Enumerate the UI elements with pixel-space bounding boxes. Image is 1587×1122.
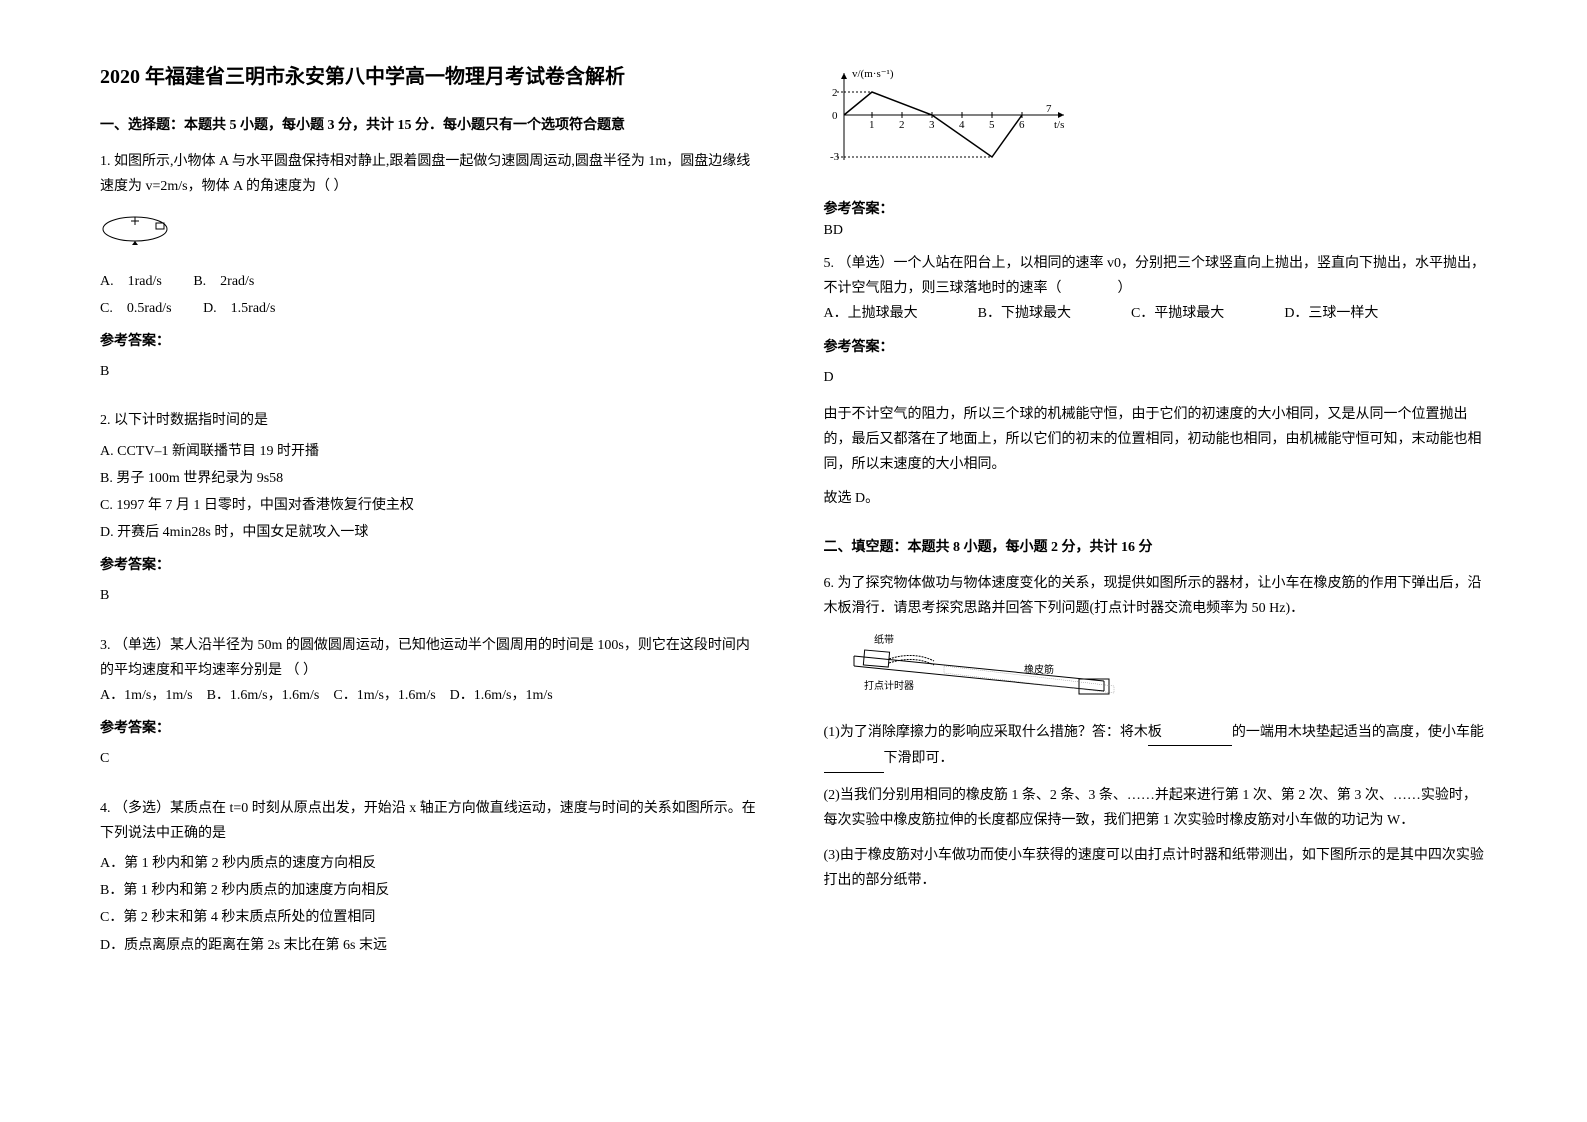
x-tick-4: 4: [959, 119, 965, 131]
x-tick-1: 1: [869, 119, 875, 131]
left-column: 2020 年福建省三明市永安第八中学高一物理月考试卷含解析 一、选择题：本题共 …: [100, 60, 764, 1062]
q1-answer-label: 参考答案：: [100, 329, 764, 354]
q4-optB: B．第 1 秒内和第 2 秒内质点的加速度方向相反: [100, 878, 764, 903]
q4-optA: A．第 1 秒内和第 2 秒内质点的速度方向相反: [100, 851, 764, 876]
question-4: 4. （多选）某质点在 t=0 时刻从原点出发，开始沿 x 轴正方向做直线运动，…: [100, 796, 764, 960]
q2-optD: D. 开赛后 4min28s 时，中国女足就攻入一球: [100, 520, 764, 545]
document-title: 2020 年福建省三明市永安第八中学高一物理月考试卷含解析: [100, 60, 764, 89]
q6-sub1c: 的一端用木块垫起适当的高度，使小车能: [1232, 725, 1484, 740]
q1-options: A. 1rad/s B. 2rad/s C. 0.5rad/s D. 1.5ra…: [100, 269, 764, 321]
diag-label-paper: 纸带: [874, 633, 894, 646]
x-tick-7: 7: [1046, 103, 1052, 115]
question-6: 6. 为了探究物体做功与物体速度变化的关系，现提供如图所示的器材，让小车在橡皮筋…: [824, 571, 1488, 894]
q1-optB: B. 2rad/s: [193, 274, 254, 289]
q4-text: 4. （多选）某质点在 t=0 时刻从原点出发，开始沿 x 轴正方向做直线运动，…: [100, 796, 764, 846]
q5-optA: A．上抛球最大: [824, 301, 918, 326]
q6-sub3: (3)由于橡皮筋对小车做功而使小车获得的速度可以由打点计时器和纸带测出，如下图所…: [824, 843, 1488, 893]
q2-text: 2. 以下计时数据指时间的是: [100, 408, 764, 433]
question-5: 5. （单选）一个人站在阳台上，以相同的速率 v0，分别把三个球竖直向上抛出，竖…: [824, 251, 1488, 519]
q4-answer: BD: [824, 223, 1488, 239]
section1-header: 一、选择题：本题共 5 小题，每小题 3 分，共计 15 分．每小题只有一个选项…: [100, 114, 764, 134]
q5-optD: D．三球一样大: [1284, 301, 1378, 326]
x-axis-label: t/s: [1054, 119, 1064, 131]
x-tick-2: 2: [899, 119, 905, 131]
x-tick-3: 3: [929, 119, 935, 131]
q6-sub1: (1)为了消除摩擦力的影响应采取什么措施？答：将木板 的一端用木块垫起适当的高度…: [824, 720, 1488, 772]
blank-1: 板: [1148, 720, 1232, 746]
x-tick-5: 5: [989, 119, 995, 131]
q1-optA: A. 1rad/s: [100, 274, 162, 289]
blank-2: [824, 746, 884, 772]
q2-options: A. CCTV–1 新闻联播节目 19 时开播 B. 男子 100m 世界纪录为…: [100, 439, 764, 546]
velocity-time-graph: v/(m·s⁻¹) t/s 2 0 -3 1 2 3 4 5 6 7: [824, 65, 1488, 180]
q3-options: A．1m/s，1m/s B．1.6m/s，1.6m/s C．1m/s，1.6m/…: [100, 683, 764, 708]
disk-diagram: [100, 209, 764, 258]
q2-answer-label: 参考答案：: [100, 553, 764, 578]
q4-answer-label: 参考答案：: [824, 198, 1488, 218]
q6-sub1d: 下滑即可．: [884, 751, 954, 766]
question-2: 2. 以下计时数据指时间的是 A. CCTV–1 新闻联播节目 19 时开播 B…: [100, 408, 764, 620]
q6-sub1a: (1)为了消除摩擦力的影响应采取什么措施？答：将木: [824, 725, 1148, 740]
section2-header: 二、填空题：本题共 8 小题，每小题 2 分，共计 16 分: [824, 536, 1488, 556]
diag-label-rubber: 橡皮筋: [1024, 663, 1054, 676]
q2-optA: A. CCTV–1 新闻联播节目 19 时开播: [100, 439, 764, 464]
q5-explanation2: 故选 D。: [824, 486, 1488, 511]
question-3: 3. （单选）某人沿半径为 50m 的圆做圆周运动，已知他运动半个圆周用的时间是…: [100, 633, 764, 784]
q1-text: 1. 如图所示,小物体 A 与水平圆盘保持相对静止,跟着圆盘一起做匀速圆周运动,…: [100, 149, 764, 199]
diag-label-timer: 打点计时器: [864, 679, 914, 692]
x-tick-6: 6: [1019, 119, 1025, 131]
experiment-diagram: 纸带 橡皮筋 打点计时器: [824, 631, 1488, 710]
q5-answer-label: 参考答案：: [824, 335, 1488, 360]
q5-text: 5. （单选）一个人站在阳台上，以相同的速率 v0，分别把三个球竖直向上抛出，竖…: [824, 251, 1488, 301]
y-tick-0: 0: [832, 110, 838, 122]
q3-answer-label: 参考答案：: [100, 716, 764, 741]
q6-sub2: (2)当我们分别用相同的橡皮筋 1 条、2 条、3 条、……并起来进行第 1 次…: [824, 783, 1488, 833]
q4-optC: C．第 2 秒末和第 4 秒末质点所处的位置相同: [100, 905, 764, 930]
q6-text: 6. 为了探究物体做功与物体速度变化的关系，现提供如图所示的器材，让小车在橡皮筋…: [824, 571, 1488, 621]
q2-optB: B. 男子 100m 世界纪录为 9s58: [100, 466, 764, 491]
q5-optB: B．下抛球最大: [978, 301, 1071, 326]
q5-answer: D: [824, 365, 1488, 390]
q3-answer: C: [100, 746, 764, 771]
q1-answer: B: [100, 359, 764, 384]
q1-optC: C. 0.5rad/s: [100, 301, 172, 316]
q2-answer: B: [100, 583, 764, 608]
right-column: v/(m·s⁻¹) t/s 2 0 -3 1 2 3 4 5 6 7 参考答案：…: [824, 60, 1488, 1062]
q5-optC: C．平抛球最大: [1131, 301, 1224, 326]
q3-text: 3. （单选）某人沿半径为 50m 的圆做圆周运动，已知他运动半个圆周用的时间是…: [100, 633, 764, 683]
q5-explanation1: 由于不计空气的阻力，所以三个球的机械能守恒，由于它们的初速度的大小相同，又是从同…: [824, 402, 1488, 478]
q1-optD: D. 1.5rad/s: [203, 301, 275, 316]
q5-options: A．上抛球最大 B．下抛球最大 C．平抛球最大 D．三球一样大: [824, 301, 1488, 326]
y-tick-2: 2: [832, 87, 838, 99]
q2-optC: C. 1997 年 7 月 1 日零时，中国对香港恢复行使主权: [100, 493, 764, 518]
y-axis-label: v/(m·s⁻¹): [852, 68, 894, 80]
q4-optD: D．质点离原点的距离在第 2s 末比在第 6s 末远: [100, 933, 764, 958]
question-1: 1. 如图所示,小物体 A 与水平圆盘保持相对静止,跟着圆盘一起做匀速圆周运动,…: [100, 149, 764, 396]
q4-options: A．第 1 秒内和第 2 秒内质点的速度方向相反 B．第 1 秒内和第 2 秒内…: [100, 851, 764, 958]
